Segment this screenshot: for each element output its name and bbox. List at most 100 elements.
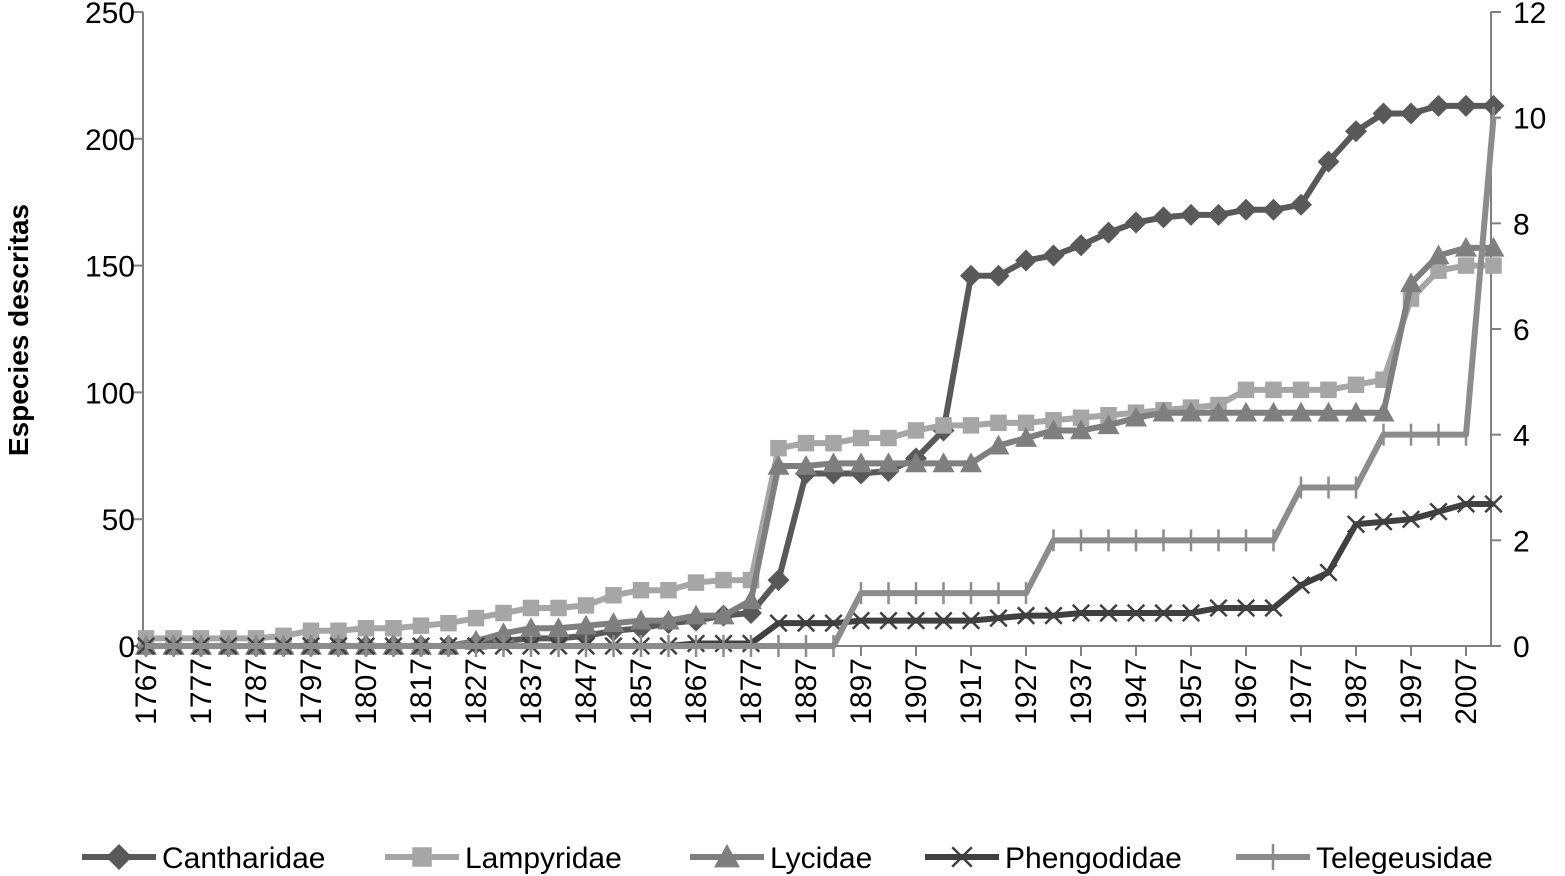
legend-item-cantharidae: Cantharidae (82, 842, 325, 875)
x-tick-label: 2007 (1450, 658, 1483, 725)
data-point-lampyridae (1292, 381, 1310, 399)
data-point-phengodidae (824, 614, 843, 633)
data-point-lampyridae (495, 604, 512, 622)
data-point-lycidae (850, 452, 872, 473)
data-point-lampyridae (1265, 381, 1282, 399)
legend-item-phengodidae: Phengodidae (925, 842, 1182, 875)
data-point-cantharidae (1070, 234, 1092, 257)
data-point-cantharidae (1042, 244, 1065, 267)
data-point-lycidae (795, 454, 817, 475)
data-point-phengodidae (989, 608, 1008, 628)
data-point-phengodidae (1126, 603, 1146, 623)
series-lampyridae (137, 257, 1502, 647)
data-point-phengodidae (961, 611, 981, 630)
x-tick-label: 1797 (295, 658, 328, 725)
data-point-cantharidae (1455, 94, 1477, 117)
x-tick-label: 1987 (1340, 658, 1373, 725)
legend-marker-phengodidae (951, 846, 973, 868)
data-point-lampyridae (330, 622, 347, 640)
y-tick-label-right: 4 (1513, 420, 1530, 453)
legend-item-lycidae: Lycidae (690, 842, 872, 875)
data-point-lampyridae (687, 574, 705, 591)
legend-item-lampyridae: Lampyridae (385, 842, 622, 875)
data-point-lycidae (685, 604, 707, 625)
y-tick-label-right: 8 (1513, 208, 1530, 241)
legend-label-telegeusidae: Telegeusidae (1316, 842, 1493, 875)
x-tick-label: 1997 (1395, 658, 1428, 725)
y-tick-label-left: 150 (85, 251, 135, 284)
data-point-phengodidae (879, 611, 898, 630)
data-point-phengodidae (1291, 576, 1311, 595)
data-point-lycidae (1125, 406, 1147, 427)
data-point-phengodidae (1401, 510, 1421, 529)
data-point-phengodidae (1181, 603, 1201, 623)
x-tick-label: 1777 (185, 658, 218, 725)
data-point-lampyridae (852, 429, 870, 447)
data-point-lycidae (767, 454, 790, 475)
data-point-lycidae (740, 589, 762, 610)
data-point-cantharidae (1372, 102, 1395, 125)
x-tick-label: 1857 (625, 658, 658, 725)
data-point-phengodidae (1484, 494, 1503, 514)
y-tick-label-right: 6 (1513, 314, 1530, 347)
legend-item-telegeusidae: Telegeusidae (1236, 842, 1493, 875)
legend-label-phengodidae: Phengodidae (1005, 842, 1182, 875)
data-point-lycidae (492, 622, 515, 643)
data-point-phengodidae (1456, 494, 1476, 514)
y-tick-label-left: 100 (85, 377, 135, 410)
series-line-cantharidae (146, 102, 1494, 649)
y-tick-label-right: 10 (1513, 103, 1546, 136)
data-point-lampyridae (660, 581, 677, 599)
data-point-lycidae (1317, 401, 1340, 422)
data-point-cantharidae (1152, 206, 1175, 229)
axes: 0 50 100 150 200 250 0 2 4 6 8 10 12 1767 1777 1787 1797… (85, 0, 1546, 725)
x-tick-label: 1827 (460, 658, 493, 725)
data-point-lycidae (1070, 419, 1092, 440)
data-point-lycidae (822, 452, 845, 473)
data-point-phengodidae (1044, 606, 1063, 625)
data-point-lampyridae (550, 599, 567, 617)
data-point-lycidae (1015, 427, 1037, 447)
data-point-cantharidae (960, 264, 982, 287)
data-point-lycidae (1097, 414, 1120, 435)
legend-marker-cantharidae (106, 844, 132, 870)
data-point-phengodidae (851, 611, 871, 630)
data-point-lycidae (1262, 401, 1285, 422)
legend-marker-lycidae (714, 844, 740, 868)
data-point-cantharidae (1180, 203, 1202, 226)
data-point-lampyridae (1485, 257, 1502, 274)
data-point-lampyridae (632, 581, 650, 599)
data-point-lycidae (1042, 419, 1065, 440)
data-point-lampyridae (962, 417, 980, 434)
data-point-lycidae (630, 609, 652, 630)
data-point-lycidae (1455, 236, 1477, 257)
x-tick-label: 1847 (570, 658, 603, 725)
data-point-cantharidae (1207, 203, 1230, 226)
x-tick-label: 1977 (1285, 658, 1318, 725)
y-tick-label-right: 2 (1513, 525, 1530, 558)
data-point-lycidae (987, 434, 1010, 455)
data-point-lampyridae (412, 617, 430, 634)
series-line-telegeusidae (146, 117, 1497, 649)
data-point-lampyridae (1457, 257, 1475, 274)
data-point-lycidae (602, 612, 625, 632)
y-tick-label-left: 50 (102, 504, 135, 537)
x-tick-label: 1907 (900, 658, 933, 725)
y-axis-label: Especies descritas (3, 204, 34, 456)
data-point-cantharidae (1317, 150, 1340, 173)
data-point-lampyridae (385, 619, 402, 637)
data-point-cantharidae (1482, 94, 1505, 117)
data-point-lampyridae (440, 614, 457, 632)
data-point-lampyridae (1072, 409, 1090, 427)
data-point-lycidae (1207, 401, 1230, 422)
series-telegeusidae (144, 106, 1497, 657)
data-point-lycidae (1482, 236, 1505, 257)
data-point-lampyridae (1347, 376, 1365, 394)
data-point-lycidae (1290, 401, 1312, 422)
data-point-lampyridae (1237, 381, 1255, 399)
data-point-cantharidae (1235, 198, 1257, 221)
data-point-phengodidae (1346, 515, 1366, 534)
y-tick-label-left: 0 (118, 631, 135, 664)
series-line-lampyridae (146, 262, 1494, 642)
